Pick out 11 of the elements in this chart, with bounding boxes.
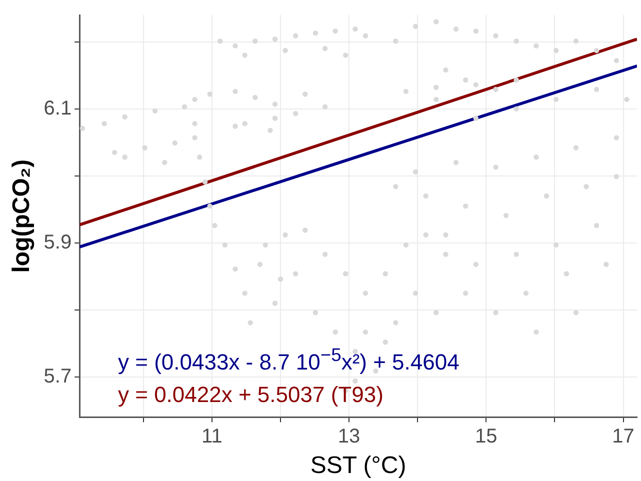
annotation: y = (0.0433x - 8.7 10$^{−5}$x²) + 5.4604 — [118, 344, 460, 376]
y-tick-label: 5.7 — [44, 365, 72, 388]
x-tick-label: 11 — [202, 426, 222, 448]
x-axis-title: SST (°C) — [310, 452, 406, 480]
x-tick-label: 17 — [612, 426, 634, 448]
y-tick-label: 6.1 — [44, 97, 72, 120]
x-tick-label: 13 — [338, 426, 360, 448]
y-axis-title: log(pCO₂) — [8, 159, 36, 273]
y-tick-label: 5.9 — [44, 231, 72, 254]
annotation: y = 0.0422x + 5.5037 (T93) — [118, 382, 384, 408]
x-tick-label: 15 — [475, 426, 498, 448]
